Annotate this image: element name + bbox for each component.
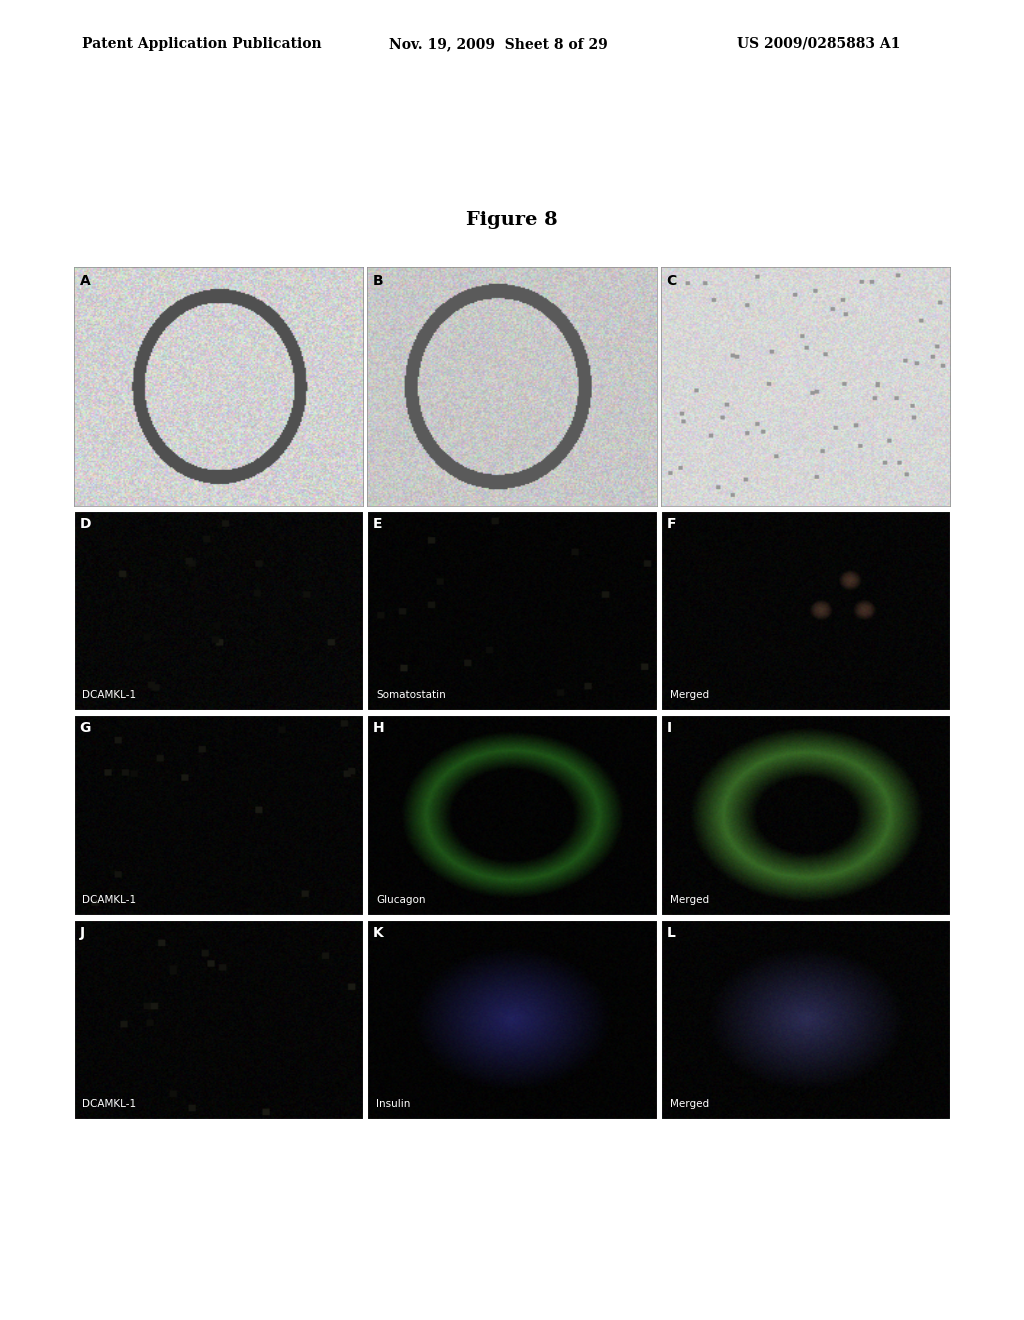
Text: Figure 8: Figure 8 (466, 211, 558, 230)
Text: Merged: Merged (670, 895, 709, 904)
Text: DCAMKL-1: DCAMKL-1 (82, 895, 136, 904)
Text: B: B (373, 273, 384, 288)
Text: Merged: Merged (670, 1100, 709, 1109)
Text: Nov. 19, 2009  Sheet 8 of 29: Nov. 19, 2009 Sheet 8 of 29 (389, 37, 608, 51)
Text: Somatostatin: Somatostatin (376, 690, 445, 700)
Text: H: H (373, 722, 385, 735)
Text: D: D (80, 517, 91, 531)
Text: E: E (373, 517, 383, 531)
Text: Merged: Merged (670, 690, 709, 700)
Text: DCAMKL-1: DCAMKL-1 (82, 690, 136, 700)
Text: Glucagon: Glucagon (376, 895, 425, 904)
Text: C: C (667, 273, 677, 288)
Text: DCAMKL-1: DCAMKL-1 (82, 1100, 136, 1109)
Text: Patent Application Publication: Patent Application Publication (82, 37, 322, 51)
Text: A: A (80, 273, 90, 288)
Text: F: F (667, 517, 676, 531)
Text: I: I (667, 722, 672, 735)
Text: L: L (667, 927, 676, 940)
Text: K: K (373, 927, 384, 940)
Text: G: G (80, 722, 91, 735)
Text: US 2009/0285883 A1: US 2009/0285883 A1 (737, 37, 901, 51)
Text: Insulin: Insulin (376, 1100, 411, 1109)
Text: J: J (80, 927, 85, 940)
